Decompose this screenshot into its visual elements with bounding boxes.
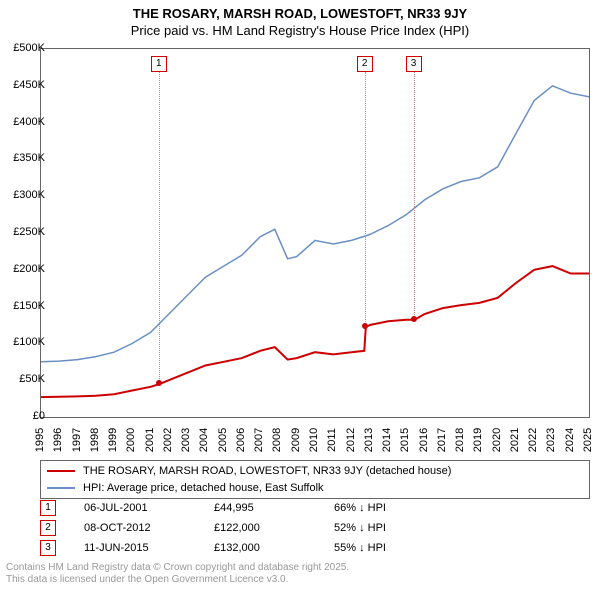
chart-footer: Contains HM Land Registry data © Crown c… — [6, 562, 349, 586]
x-axis-label: 1997 — [71, 425, 83, 455]
event-point — [156, 380, 162, 386]
x-axis-label: 2002 — [162, 425, 174, 455]
event-diff: 66% ↓ HPI — [334, 502, 386, 514]
legend-swatch-1 — [47, 487, 75, 489]
x-axis-label: 1995 — [34, 425, 46, 455]
x-axis-label: 2001 — [144, 425, 156, 455]
event-marker-box: 1 — [151, 56, 167, 72]
x-axis-label: 2018 — [454, 425, 466, 455]
event-date: 08-OCT-2012 — [84, 522, 214, 534]
x-axis-label: 2011 — [326, 425, 338, 455]
y-axis-label: £50K — [5, 373, 45, 385]
x-axis-label: 2021 — [509, 425, 521, 455]
event-date: 06-JUL-2001 — [84, 502, 214, 514]
x-axis-label: 2005 — [217, 425, 229, 455]
y-axis-label: £400K — [5, 116, 45, 128]
x-axis-label: 2008 — [271, 425, 283, 455]
x-axis-label: 2013 — [363, 425, 375, 455]
event-price: £44,995 — [214, 502, 334, 514]
y-axis-label: £300K — [5, 189, 45, 201]
y-axis-label: £500K — [5, 42, 45, 54]
x-axis-label: 2019 — [472, 425, 484, 455]
event-point — [362, 323, 368, 329]
event-vline — [159, 72, 161, 383]
y-axis-label: £150K — [5, 300, 45, 312]
x-axis-label: 2012 — [345, 425, 357, 455]
event-diff: 55% ↓ HPI — [334, 542, 386, 554]
event-marker-box: 1 — [40, 500, 56, 516]
legend-row: HPI: Average price, detached house, East… — [47, 480, 583, 497]
y-axis-label: £100K — [5, 336, 45, 348]
x-axis-label: 1998 — [89, 425, 101, 455]
chart-svg — [41, 49, 589, 417]
event-vline — [414, 72, 416, 319]
event-vline — [365, 72, 367, 326]
x-axis-label: 2003 — [180, 425, 192, 455]
y-axis-label: £200K — [5, 263, 45, 275]
x-axis-label: 2015 — [399, 425, 411, 455]
footer-line1: Contains HM Land Registry data © Crown c… — [6, 562, 349, 574]
legend-swatch-0 — [47, 470, 75, 472]
x-axis-label: 1999 — [107, 425, 119, 455]
y-axis-label: £250K — [5, 226, 45, 238]
x-axis-label: 2024 — [564, 425, 576, 455]
x-axis-label: 2009 — [290, 425, 302, 455]
y-axis-label: £450K — [5, 79, 45, 91]
event-row: 2 08-OCT-2012 £122,000 52% ↓ HPI — [40, 520, 590, 536]
events-table: 1 06-JUL-2001 £44,995 66% ↓ HPI 2 08-OCT… — [40, 500, 590, 560]
legend-row: THE ROSARY, MARSH ROAD, LOWESTOFT, NR33 … — [47, 463, 583, 480]
x-axis-label: 2016 — [418, 425, 430, 455]
x-axis-label: 2000 — [125, 425, 137, 455]
x-axis-label: 1996 — [52, 425, 64, 455]
legend-label-1: HPI: Average price, detached house, East… — [83, 480, 324, 497]
x-axis-label: 2020 — [491, 425, 503, 455]
x-axis-label: 2022 — [527, 425, 539, 455]
event-diff: 52% ↓ HPI — [334, 522, 386, 534]
y-axis-label: £350K — [5, 152, 45, 164]
event-price: £132,000 — [214, 542, 334, 554]
event-row: 3 11-JUN-2015 £132,000 55% ↓ HPI — [40, 540, 590, 556]
chart-legend: THE ROSARY, MARSH ROAD, LOWESTOFT, NR33 … — [40, 460, 590, 499]
chart-title-line1: THE ROSARY, MARSH ROAD, LOWESTOFT, NR33 … — [0, 6, 600, 23]
event-marker-box: 2 — [40, 520, 56, 536]
event-price: £122,000 — [214, 522, 334, 534]
legend-label-0: THE ROSARY, MARSH ROAD, LOWESTOFT, NR33 … — [83, 463, 451, 480]
event-marker-box: 3 — [406, 56, 422, 72]
chart-title-block: THE ROSARY, MARSH ROAD, LOWESTOFT, NR33 … — [0, 0, 600, 40]
x-axis-label: 2025 — [582, 425, 594, 455]
chart-plot-area — [40, 48, 590, 418]
x-axis-label: 2023 — [545, 425, 557, 455]
event-row: 1 06-JUL-2001 £44,995 66% ↓ HPI — [40, 500, 590, 516]
event-date: 11-JUN-2015 — [84, 542, 214, 554]
x-axis-label: 2007 — [253, 425, 265, 455]
x-axis-label: 2010 — [308, 425, 320, 455]
x-axis-label: 2014 — [381, 425, 393, 455]
y-axis-label: £0 — [5, 410, 45, 422]
x-axis-label: 2004 — [198, 425, 210, 455]
x-axis-label: 2017 — [436, 425, 448, 455]
chart-title-line2: Price paid vs. HM Land Registry's House … — [0, 23, 600, 40]
event-marker-box: 3 — [40, 540, 56, 556]
event-point — [411, 316, 417, 322]
footer-line2: This data is licensed under the Open Gov… — [6, 574, 349, 586]
x-axis-label: 2006 — [235, 425, 247, 455]
event-marker-box: 2 — [357, 56, 373, 72]
